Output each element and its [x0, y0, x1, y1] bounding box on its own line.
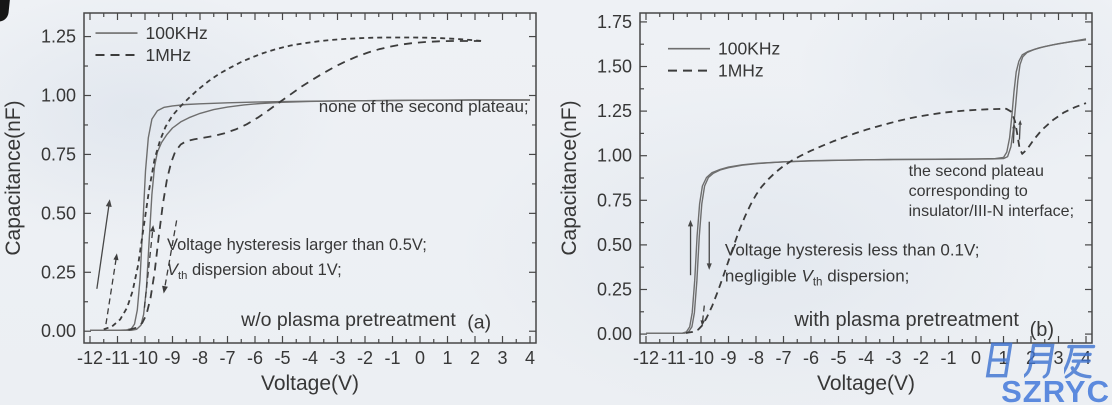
sweep-direction-arrowhead [700, 320, 705, 327]
x-axis-label: Voltage(V) [261, 372, 359, 395]
x-tick-label: -2 [357, 348, 373, 368]
sweep-direction-arrow [1018, 124, 1021, 140]
x-tick-label: -8 [748, 348, 764, 368]
cv-plot-without-plasma: -12 -11 -10 -9 -8 -7 -6 -5 -4 -3 -2 -1 0 1 2 3 40.000.25… [2, 12, 537, 395]
y-tick-label: 1.50 [597, 57, 632, 77]
x-tick-label: -5 [830, 348, 846, 368]
y-tick-label: 0.50 [41, 203, 76, 223]
y-tick-label: 0.75 [41, 144, 76, 164]
sweep-direction-arrowhead [706, 263, 712, 270]
sweep-direction-arrow [701, 305, 705, 322]
sweep-direction-arrow [164, 220, 178, 287]
y-tick-label: 1.75 [597, 12, 632, 32]
y-tick-label: 0.25 [597, 279, 632, 299]
y-axis-label: Capacitance(nF) [2, 100, 25, 255]
legend-label: 1MHz [145, 45, 191, 65]
sweep-direction-arrowhead [1018, 120, 1022, 125]
x-tick-label: -3 [329, 348, 345, 368]
legend-label: 100KHz [145, 23, 207, 43]
annotation-text: Voltage hysteresis less than 0.1V; [725, 241, 980, 260]
annotation-text: (b) [1030, 319, 1054, 341]
x-tick-label: -9 [164, 348, 180, 368]
y-tick-label: 0.50 [597, 235, 632, 255]
x-tick-label: -1 [940, 348, 956, 368]
panel-a: -12 -11 -10 -9 -8 -7 -6 -5 -4 -3 -2 -1 0 1 2 3 4 0.00 0.25… [2, 12, 537, 395]
annotation-text: none of the second plateau; [319, 97, 529, 116]
y-axis-label: Capacitance(nF) [558, 100, 581, 255]
sweep-direction-arrowhead [150, 225, 156, 232]
x-tick-label: -7 [775, 348, 791, 368]
y-tick-label: 0.75 [597, 190, 632, 210]
x-tick-label: 2 [1026, 348, 1036, 368]
x-tick-label: 2 [470, 348, 480, 368]
x-tick-label: -1 [384, 348, 400, 368]
y-tick-label: 1.25 [597, 101, 632, 121]
x-tick-label: 0 [415, 348, 425, 368]
y-tick-label: 1.25 [41, 27, 76, 47]
annotation-text: w/o plasma pretreatment [240, 309, 456, 331]
x-tick-label: -4 [302, 348, 318, 368]
curve-100khz-sweep-up [90, 99, 530, 331]
curve-100khz-sweep-down [90, 99, 530, 331]
x-tick-label: -11 [105, 348, 130, 368]
annotation-text: insulator/III-N interface; [909, 203, 1074, 220]
annotation-text: Vth dispersion about 1V; [167, 261, 342, 282]
sweep-direction-arrowhead [162, 285, 168, 294]
x-tick-label: -3 [885, 348, 901, 368]
annotation-text: corresponding to [909, 183, 1028, 200]
y-tick-label: 1.00 [41, 86, 76, 106]
curve-1mhz-sweep-up [103, 36, 482, 331]
annotation-text: Voltage hysteresis larger than 0.5V; [167, 236, 427, 254]
x-tick-label: -4 [858, 348, 874, 368]
x-tick-label: -6 [803, 348, 819, 368]
x-tick-label: -12 [77, 348, 103, 368]
x-tick-label: 1 [998, 348, 1008, 368]
x-tick-label: -11 [661, 348, 686, 368]
curve-1mhz-sweep-down [128, 40, 481, 331]
legend-label: 100KHz [718, 39, 780, 59]
x-tick-label: 4 [1081, 348, 1091, 368]
curve-1mhz-sweep [685, 102, 1087, 334]
sweep-direction-arrowhead [687, 219, 694, 227]
x-tick-label: -2 [913, 348, 929, 368]
annotation-text: (a) [467, 311, 491, 333]
y-tick-label: 1.00 [597, 146, 632, 166]
sweep-direction-arrowhead [113, 253, 119, 261]
sweep-direction-arrowhead [1012, 123, 1016, 129]
y-tick-label: 0.00 [597, 324, 632, 344]
x-tick-label: -6 [247, 348, 263, 368]
sweep-direction-arrow [105, 259, 117, 325]
panel-b: -12 -11 -10 -9 -8 -7 -6 -5 -4 -3 -2 -1 0 1 2 3 4 0.00 0.25… [556, 0, 1112, 405]
x-tick-label: -10 [132, 348, 158, 368]
sweep-direction-arrow [1012, 127, 1015, 144]
x-tick-label: 0 [971, 348, 981, 368]
sweep-direction-arrowhead [105, 199, 112, 207]
x-axis-label: Voltage(V) [817, 372, 915, 395]
sweep-direction-arrow [143, 230, 154, 308]
legend-label: 1MHz [718, 61, 764, 81]
curve-100khz-sweep-down [646, 38, 1087, 334]
x-tick-label: 4 [525, 348, 535, 368]
x-tick-label: -10 [688, 348, 714, 368]
sweep-direction-arrow [96, 205, 110, 289]
annotation-text: with plasma pretreatment [793, 309, 1019, 331]
x-tick-label: -7 [219, 348, 235, 368]
x-tick-label: -5 [274, 348, 290, 368]
y-tick-label: 0.25 [41, 262, 76, 282]
x-tick-label: -8 [192, 348, 208, 368]
x-tick-label: 3 [1053, 348, 1063, 368]
x-tick-label: -9 [720, 348, 736, 368]
x-tick-label: 3 [497, 348, 507, 368]
x-tick-label: 1 [442, 348, 452, 368]
cv-plot-with-plasma: -12 -11 -10 -9 -8 -7 -6 -5 -4 -3 -2 -1 0 1 2 3 40.000.25… [558, 12, 1093, 395]
annotation-text: negligible Vth dispersion; [725, 267, 909, 289]
y-tick-label: 0.00 [41, 321, 76, 341]
x-tick-label: -12 [633, 348, 659, 368]
annotation-text: the second plateau [909, 163, 1044, 180]
